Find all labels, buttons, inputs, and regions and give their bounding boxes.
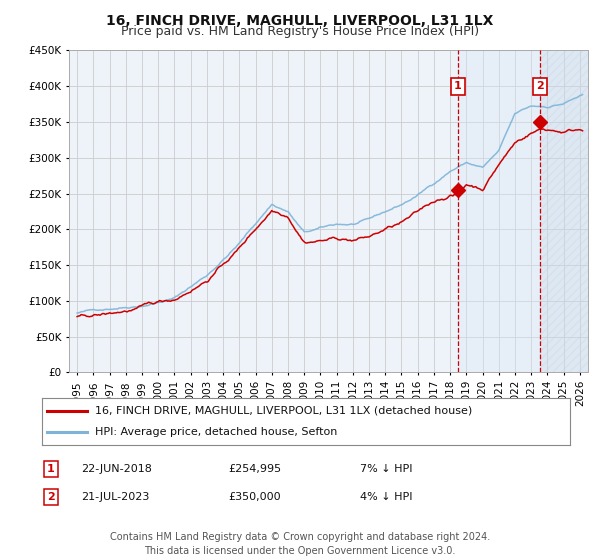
Text: 21-JUL-2023: 21-JUL-2023 (81, 492, 149, 502)
Text: 16, FINCH DRIVE, MAGHULL, LIVERPOOL, L31 1LX: 16, FINCH DRIVE, MAGHULL, LIVERPOOL, L31… (106, 14, 494, 28)
Text: HPI: Average price, detached house, Sefton: HPI: Average price, detached house, Seft… (95, 427, 337, 437)
Text: 2: 2 (536, 81, 544, 91)
Bar (540, 50, 588, 372)
Text: 1: 1 (454, 81, 461, 91)
Text: 1: 1 (47, 464, 55, 474)
Text: 7% ↓ HPI: 7% ↓ HPI (360, 464, 413, 474)
Bar (458, 50, 540, 372)
Text: 4% ↓ HPI: 4% ↓ HPI (360, 492, 413, 502)
Text: Contains HM Land Registry data © Crown copyright and database right 2024.
This d: Contains HM Land Registry data © Crown c… (110, 533, 490, 556)
Text: Price paid vs. HM Land Registry's House Price Index (HPI): Price paid vs. HM Land Registry's House … (121, 25, 479, 38)
Text: 16, FINCH DRIVE, MAGHULL, LIVERPOOL, L31 1LX (detached house): 16, FINCH DRIVE, MAGHULL, LIVERPOOL, L31… (95, 406, 472, 416)
Text: £254,995: £254,995 (228, 464, 281, 474)
Text: 2: 2 (47, 492, 55, 502)
Text: 22-JUN-2018: 22-JUN-2018 (81, 464, 152, 474)
Text: £350,000: £350,000 (228, 492, 281, 502)
